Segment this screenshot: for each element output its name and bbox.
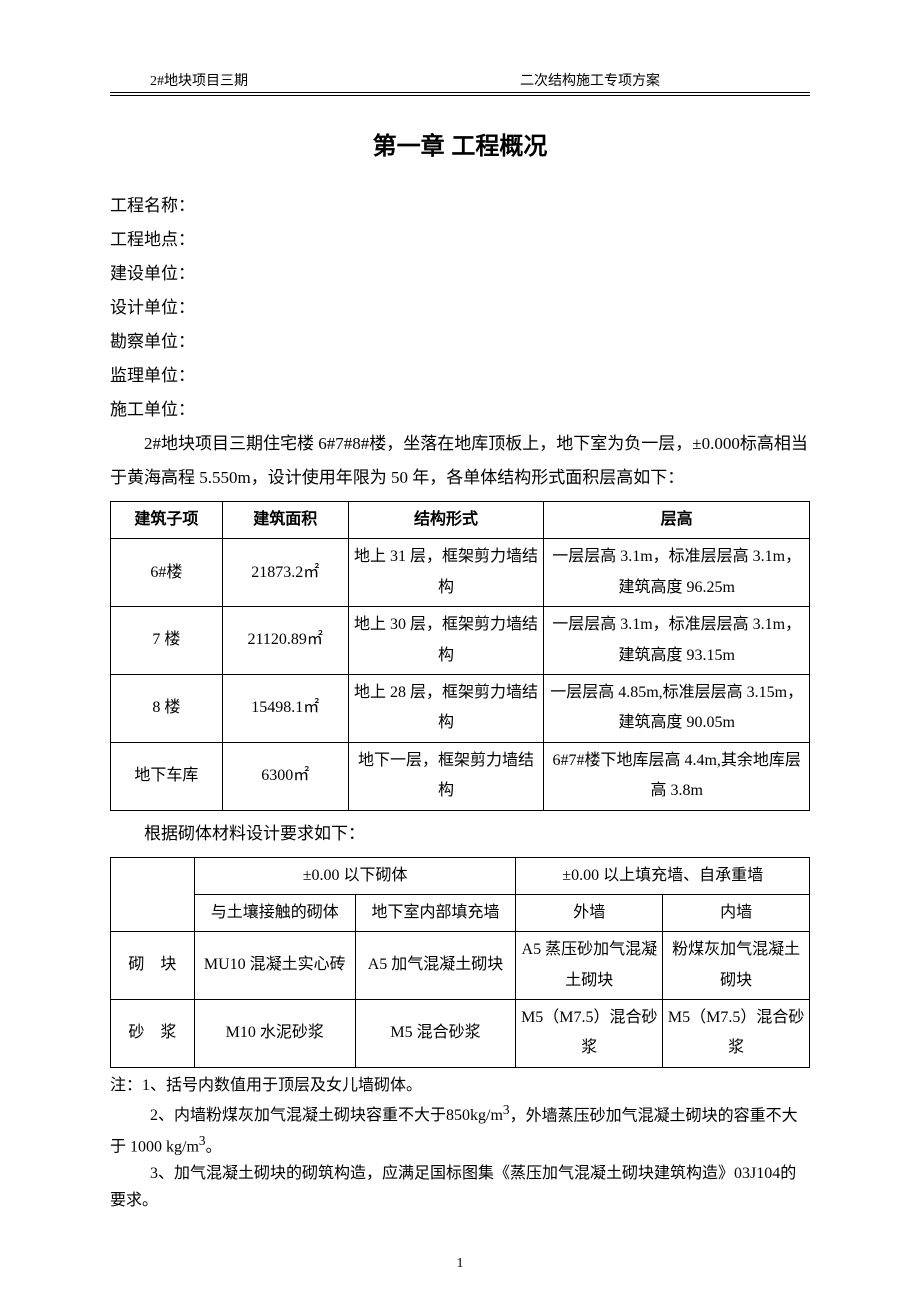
cell: 一层层高 4.85m,标准层层高 3.15m，建筑高度 90.05m [544,674,810,742]
intro-paragraph: 2#地块项目三期住宅楼 6#7#8#楼，坐落在地库顶板上，地下室为负一层，±0.… [110,427,810,495]
note-2-sup2: 3 [199,1133,206,1148]
field-survey-unit: 勘察单位： [110,325,810,359]
cell: M10 水泥砂浆 [194,1000,355,1068]
header-right-text: 二次结构施工专项方案 [440,70,810,90]
table-header-row: 建筑子项 建筑面积 结构形式 层高 [111,502,810,539]
note-2: 2、内墙粉煤灰加气混凝土砌块容重不大于850kg/m3，外墙蒸压砂加气混凝土砌块… [110,1099,810,1160]
note-2-text-c: 。 [206,1138,222,1155]
th-sub: 内墙 [663,894,810,931]
row-label: 砂 浆 [111,1000,195,1068]
chapter-title: 第一章 工程概况 [110,126,810,161]
th-item: 建筑子项 [111,502,223,539]
running-header: 2#地块项目三期 二次结构施工专项方案 [110,70,810,93]
note-2-sup1: 3 [503,1102,510,1117]
cell: 粉煤灰加气混凝土砌块 [663,932,810,1000]
table-header-row: ±0.00 以下砌体 ±0.00 以上填充墙、自承重墙 [111,857,810,894]
th-sub: 地下室内部填充墙 [355,894,516,931]
field-project-name: 工程名称： [110,189,810,223]
cell: 6#楼 [111,539,223,607]
th-structure: 结构形式 [348,502,544,539]
cell: 一层层高 3.1m，标准层层高 3.1m，建筑高度 96.25m [544,539,810,607]
cell: 地上 31 层，框架剪力墙结构 [348,539,544,607]
field-supervision-unit: 监理单位： [110,359,810,393]
cell: M5 混合砂浆 [355,1000,516,1068]
table-subheader-row: 与土壤接触的砌体 地下室内部填充墙 外墙 内墙 [111,894,810,931]
field-contractor-unit: 施工单位： [110,393,810,427]
cell: MU10 混凝土实心砖 [194,932,355,1000]
table-row: 砌 块 MU10 混凝土实心砖 A5 加气混凝土砌块 A5 蒸压砂加气混凝土砌块… [111,932,810,1000]
cell: A5 加气混凝土砌块 [355,932,516,1000]
note-1: 注：1、括号内数值用于顶层及女儿墙砌体。 [110,1072,810,1099]
cell: 地下一层，框架剪力墙结构 [348,742,544,810]
table-row: 地下车库 6300㎡ 地下一层，框架剪力墙结构 6#7#楼下地库层高 4.4m,… [111,742,810,810]
cell: 地下车库 [111,742,223,810]
materials-caption: 根据砌体材料设计要求如下： [110,817,810,851]
table-row: 8 楼 15498.1㎡ 地上 28 层，框架剪力墙结构 一层层高 4.85m,… [111,674,810,742]
notes-block: 注：1、括号内数值用于顶层及女儿墙砌体。 2、内墙粉煤灰加气混凝土砌块容重不大于… [110,1072,810,1215]
header-left-text: 2#地块项目三期 [110,70,440,90]
th-blank [111,857,195,932]
cell: 地上 30 层，框架剪力墙结构 [348,607,544,675]
field-project-location: 工程地点： [110,223,810,257]
cell: 15498.1㎡ [222,674,348,742]
table-row: 砂 浆 M10 水泥砂浆 M5 混合砂浆 M5（M7.5）混合砂浆 M5（M7.… [111,1000,810,1068]
cell: 21873.2㎡ [222,539,348,607]
note-3: 3、加气混凝土砌块的砌筑构造，应满足国标图集《蒸压加气混凝土砌块建筑构造》03J… [110,1160,810,1214]
cell: 8 楼 [111,674,223,742]
th-sub: 外墙 [516,894,663,931]
row-label: 砌 块 [111,932,195,1000]
cell: 一层层高 3.1m，标准层层高 3.1m，建筑高度 93.15m [544,607,810,675]
cell: 7 楼 [111,607,223,675]
table-row: 7 楼 21120.89㎡ 地上 30 层，框架剪力墙结构 一层层高 3.1m，… [111,607,810,675]
cell: A5 蒸压砂加气混凝土砌块 [516,932,663,1000]
cell: M5（M7.5）混合砂浆 [516,1000,663,1068]
th-sub: 与土壤接触的砌体 [194,894,355,931]
building-overview-table: 建筑子项 建筑面积 结构形式 层高 6#楼 21873.2㎡ 地上 31 层，框… [110,501,810,811]
cell: 6#7#楼下地库层高 4.4m,其余地库层高 3.8m [544,742,810,810]
page-number: 1 [0,1256,920,1272]
th-area: 建筑面积 [222,502,348,539]
document-page: 2#地块项目三期 二次结构施工专项方案 第一章 工程概况 工程名称： 工程地点：… [0,0,920,1302]
cell: M5（M7.5）混合砂浆 [663,1000,810,1068]
th-height: 层高 [544,502,810,539]
cell: 21120.89㎡ [222,607,348,675]
cell: 地上 28 层，框架剪力墙结构 [348,674,544,742]
note-2-text-a: 2、内墙粉煤灰加气混凝土砌块容重不大于850kg/m [110,1102,503,1129]
th-above-ground: ±0.00 以上填充墙、自承重墙 [516,857,810,894]
table-row: 6#楼 21873.2㎡ 地上 31 层，框架剪力墙结构 一层层高 3.1m，标… [111,539,810,607]
field-design-unit: 设计单位： [110,291,810,325]
th-below-ground: ±0.00 以下砌体 [194,857,516,894]
cell: 6300㎡ [222,742,348,810]
field-construction-unit: 建设单位： [110,257,810,291]
header-rule [110,95,810,96]
materials-table: ±0.00 以下砌体 ±0.00 以上填充墙、自承重墙 与土壤接触的砌体 地下室… [110,857,810,1068]
